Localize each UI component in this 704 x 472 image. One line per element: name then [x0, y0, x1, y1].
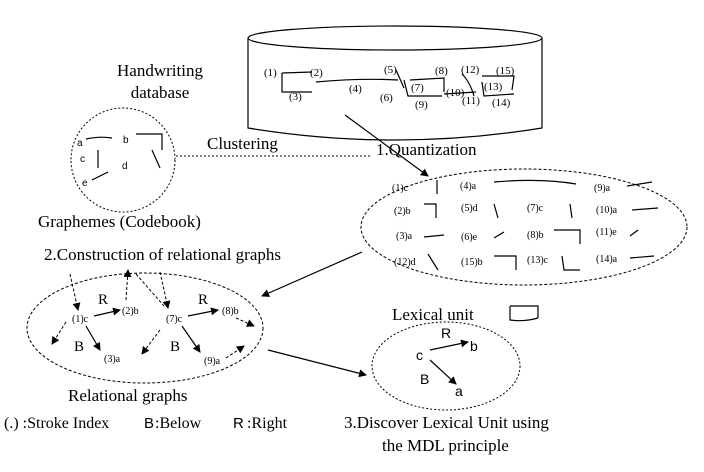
graph-node: (7)c [166, 314, 183, 325]
graph-node: (2)b [122, 306, 139, 317]
quantization-title: 1.Quantization [376, 140, 477, 159]
quant-item: (9)a [594, 183, 611, 194]
database-stroke-indices: (1) (2) (3) (4) (5) (6) (7) (8) (9) (10)… [264, 64, 515, 111]
quant-item: (15)b [461, 257, 483, 268]
db-index: (14) [492, 97, 511, 109]
graph-node: (1)c [72, 314, 89, 325]
discover-arrow [267, 349, 367, 378]
db-index: (1) [264, 67, 277, 79]
quant-item: (6)e [461, 232, 478, 243]
graph-node: (9)a [204, 356, 221, 367]
db-index: (7) [411, 82, 424, 94]
quant-item: (3)a [396, 231, 413, 242]
grapheme-label: e [82, 178, 88, 189]
clustering-label: Clustering [207, 134, 278, 153]
edge-label-below: B [74, 339, 84, 355]
quantization-arrow [344, 114, 429, 177]
codebook-circle [70, 107, 176, 213]
quant-item: (12)d [394, 257, 416, 268]
db-index: (10) [446, 87, 465, 99]
database-label-line2: database [131, 83, 190, 102]
codebook-caption: Graphemes (Codebook) [38, 212, 201, 231]
db-index: (5) [384, 64, 397, 76]
edge-label-right: R [198, 292, 208, 308]
database-label-line1: Handwriting [117, 61, 203, 80]
db-index: (13) [484, 81, 503, 93]
legend-stroke-index: (.) :Stroke Index [4, 415, 109, 432]
legend-below-text: :Below [155, 415, 202, 432]
quant-item: (13)c [527, 255, 549, 266]
graph-node: (3)a [104, 354, 121, 365]
legend-right-key: R [233, 415, 244, 432]
lexical-shape [509, 305, 539, 322]
database-cylinder [247, 25, 543, 141]
quant-item: (14)a [596, 254, 618, 265]
construction-arrow [261, 251, 363, 297]
quant-item: (7)c [527, 203, 544, 214]
db-index: (2) [310, 67, 323, 79]
lexical-node: a [455, 383, 463, 399]
legend-right-text: :Right [247, 415, 288, 432]
legend: (.) :Stroke Index B :Below R :Right [4, 415, 288, 432]
relational-graph-1: (1)c (2)b (3)a R B [51, 269, 165, 365]
grapheme-label: d [122, 161, 128, 172]
lexical-title: Lexical unit [392, 305, 474, 324]
quant-item: (8)b [527, 230, 544, 241]
db-index: (3) [289, 91, 302, 103]
legend-below-key: B [144, 415, 154, 432]
codebook-graphemes: a b c d e [77, 133, 163, 189]
lexical-graph: c b a R B [416, 325, 478, 399]
construction-label: 2.Construction of relational graphs [44, 245, 281, 264]
db-index: (12) [461, 64, 480, 76]
db-index: (11) [462, 95, 480, 107]
quant-item: (10)a [596, 205, 618, 216]
quantization-ellipse [360, 168, 688, 286]
quantization-items: (1)c (4)a (9)a (2)b (5)d (7)c (10)a (3)a… [392, 179, 659, 271]
quant-item: (2)b [394, 206, 411, 217]
db-index: (4) [349, 83, 362, 95]
db-index: (8) [435, 65, 448, 77]
relational-ellipse [26, 272, 264, 384]
graph-node: (8)b [222, 306, 239, 317]
grapheme-label: a [77, 138, 83, 149]
relational-graph-2: (7)c (8)b (9)a R B [141, 271, 255, 367]
discover-line2: the MDL principle [382, 436, 509, 455]
discover-line1: 3.Discover Lexical Unit using [344, 413, 549, 432]
db-index: (6) [380, 92, 393, 104]
database-strokes [281, 69, 515, 97]
edge-label-right: R [98, 292, 108, 308]
quant-item: (1)c [392, 183, 409, 194]
db-index: (9) [415, 99, 428, 111]
lexical-node: b [470, 338, 478, 354]
edge-label-below: B [170, 339, 180, 355]
grapheme-label: b [123, 135, 129, 146]
relational-caption: Relational graphs [68, 386, 187, 405]
quant-item: (4)a [460, 181, 477, 192]
lexical-edge-label: R [441, 325, 451, 341]
quant-item: (5)d [461, 203, 478, 214]
lexical-ellipse [371, 321, 521, 411]
quant-item: (11)e [596, 227, 617, 238]
db-index: (15) [496, 65, 515, 77]
grapheme-label: c [80, 154, 85, 165]
lexical-node: c [416, 347, 423, 363]
lexical-edge-label: B [420, 371, 429, 387]
